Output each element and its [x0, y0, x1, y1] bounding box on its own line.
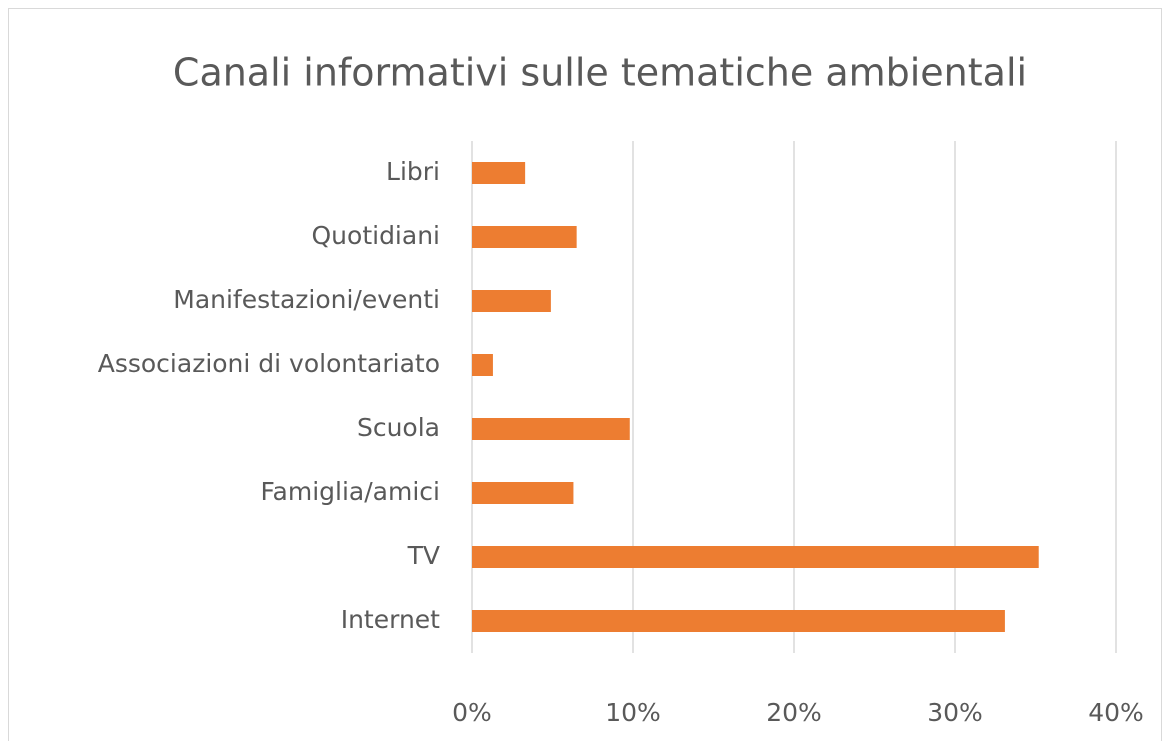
y-tick-label: Internet	[341, 605, 440, 634]
x-tick-label: 10%	[605, 698, 661, 727]
y-tick-label: Famiglia/amici	[260, 477, 440, 506]
bar	[472, 162, 526, 184]
x-tick-label: 40%	[1088, 698, 1144, 727]
x-tick-label: 30%	[927, 698, 983, 727]
bar	[472, 290, 551, 312]
bar	[472, 354, 493, 376]
y-tick-label: Libri	[386, 157, 440, 186]
y-tick-label: Quotidiani	[312, 221, 441, 250]
x-tick-label: 20%	[766, 698, 822, 727]
x-tick-label: 0%	[452, 698, 492, 727]
chart-title: Canali informativi sulle tematiche ambie…	[173, 51, 1027, 95]
y-tick-label: TV	[407, 541, 440, 570]
bar	[472, 418, 630, 440]
bar	[472, 226, 577, 248]
y-tick-label: Associazioni di volontariato	[98, 349, 440, 378]
y-tick-label: Scuola	[357, 413, 440, 442]
bar	[472, 482, 574, 504]
bar	[472, 610, 1005, 632]
y-tick-label: Manifestazioni/eventi	[173, 285, 440, 314]
bar	[472, 546, 1039, 568]
